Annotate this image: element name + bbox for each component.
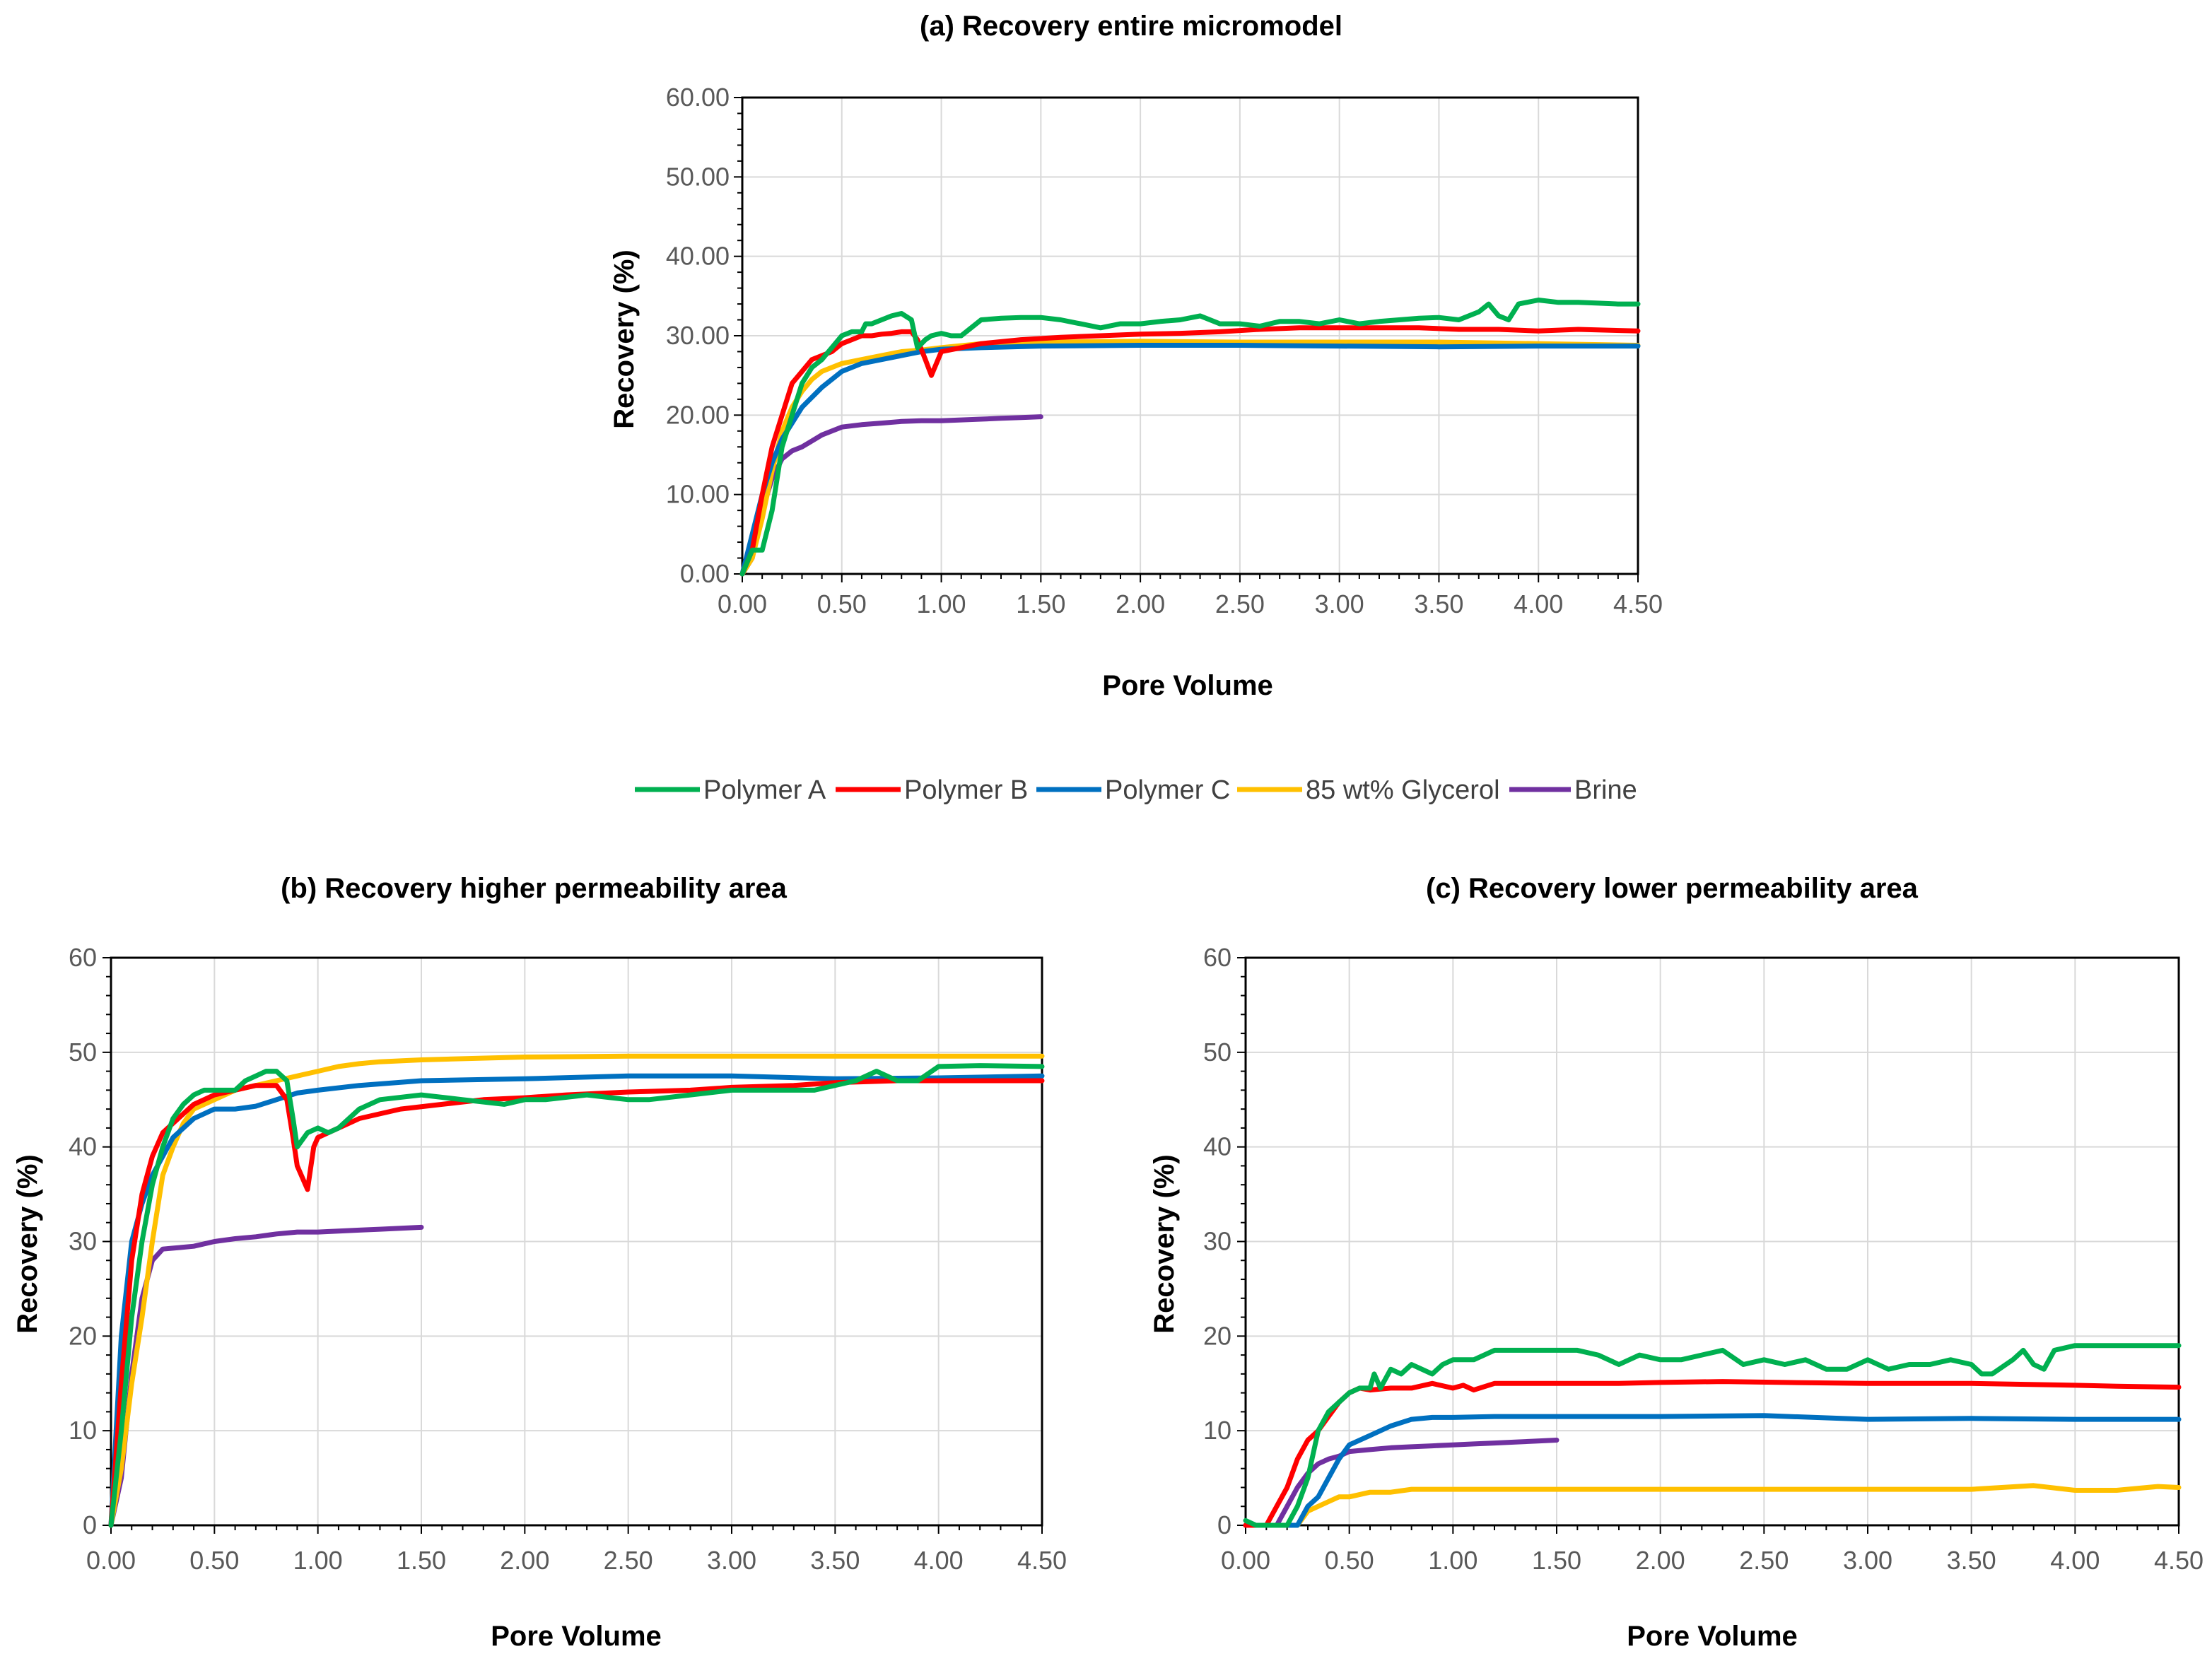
chart-c-x-tick-label: 3.00 bbox=[1843, 1546, 1892, 1575]
chart-a-x-tick-label: 2.50 bbox=[1215, 589, 1265, 618]
chart-c-lower-permeability: (c) Recovery lower permeability area 0.0… bbox=[1149, 873, 2204, 1652]
chart-b-y-tick-label: 40 bbox=[69, 1132, 97, 1161]
chart-a-xlabel: Pore Volume bbox=[1102, 670, 1273, 701]
chart-c-x-tick-label: 2.00 bbox=[1636, 1546, 1685, 1575]
chart-b-x-tick-label: 4.50 bbox=[1017, 1546, 1067, 1575]
chart-a-y-tick-label: 20.00 bbox=[666, 400, 730, 429]
chart-c-y-tick-label: 50 bbox=[1203, 1038, 1231, 1067]
chart-b-y-tick-label: 30 bbox=[69, 1227, 97, 1256]
chart-a-y-tick-label: 30.00 bbox=[666, 321, 730, 350]
legend: Polymer A Polymer B Polymer C 85 wt% Gly… bbox=[635, 775, 1637, 805]
legend-label-polymer-c: Polymer C bbox=[1105, 775, 1230, 805]
chart-b-x-tick-label: 1.00 bbox=[293, 1546, 343, 1575]
legend-item-polymer-b: Polymer B bbox=[836, 775, 1028, 805]
chart-c-y-tick-label: 60 bbox=[1203, 943, 1231, 972]
chart-b-x-tick-label: 2.00 bbox=[500, 1546, 549, 1575]
chart-a-y-tick-label: 60.00 bbox=[666, 83, 730, 112]
chart-c-series-polymer-b bbox=[1243, 1379, 2182, 1528]
legend-item-brine: Brine bbox=[1509, 775, 1637, 805]
chart-c-y-tick-label: 30 bbox=[1203, 1227, 1231, 1256]
chart-a-x-tick-label: 0.50 bbox=[817, 589, 867, 618]
chart-b-x-tick-label: 2.50 bbox=[604, 1546, 653, 1575]
chart-a-series-85-wt-glycerol bbox=[739, 339, 1641, 577]
chart-c-x-tick-label: 4.50 bbox=[2154, 1546, 2204, 1575]
chart-b-series-brine bbox=[108, 1224, 424, 1528]
chart-c-series-polymer-c bbox=[1243, 1413, 2182, 1528]
chart-a-y-tick-label: 0.00 bbox=[680, 559, 730, 588]
chart-a-series-polymer-b bbox=[739, 325, 1641, 577]
chart-b-title: (b) Recovery higher permeability area bbox=[281, 873, 788, 904]
chart-c-x-tick-label: 0.50 bbox=[1325, 1546, 1374, 1575]
chart-b-x-tick-label: 3.50 bbox=[810, 1546, 860, 1575]
chart-b-y-tick-label: 60 bbox=[69, 943, 97, 972]
chart-c-series-85-wt-glycerol bbox=[1243, 1483, 2182, 1528]
chart-b-y-tick-label: 0 bbox=[83, 1510, 97, 1539]
chart-b-y-tick-label: 50 bbox=[69, 1038, 97, 1067]
chart-c-y-tick-label: 40 bbox=[1203, 1132, 1231, 1161]
legend-label-brine: Brine bbox=[1574, 775, 1637, 805]
chart-a-x-tick-label: 1.00 bbox=[917, 589, 966, 618]
chart-a-x-tick-label: 3.50 bbox=[1414, 589, 1463, 618]
chart-a-x-tick-label: 2.00 bbox=[1116, 589, 1165, 618]
chart-b-ylabel: Recovery (%) bbox=[12, 1154, 43, 1333]
chart-c-x-tick-label: 0.00 bbox=[1221, 1546, 1270, 1575]
legend-label-glycerol: 85 wt% Glycerol bbox=[1306, 775, 1500, 805]
chart-a-y-tick-label: 40.00 bbox=[666, 242, 730, 271]
chart-a-ylabel: Recovery (%) bbox=[609, 250, 640, 428]
chart-a-y-tick-label: 50.00 bbox=[666, 162, 730, 191]
chart-b-y-tick-label: 20 bbox=[69, 1321, 97, 1350]
chart-b-x-tick-label: 1.50 bbox=[397, 1546, 446, 1575]
chart-c-series-brine bbox=[1243, 1438, 1559, 1528]
chart-b-y-tick-label: 10 bbox=[69, 1416, 97, 1445]
chart-a-y-tick-label: 10.00 bbox=[666, 480, 730, 509]
chart-c-xlabel: Pore Volume bbox=[1627, 1621, 1798, 1652]
chart-b-higher-permeability: (b) Recovery higher permeability area 0.… bbox=[12, 873, 1067, 1652]
chart-c-y-tick-label: 10 bbox=[1203, 1416, 1231, 1445]
legend-item-polymer-c: Polymer C bbox=[1036, 775, 1230, 805]
chart-a-series-brine bbox=[739, 414, 1043, 577]
chart-c-x-tick-label: 1.00 bbox=[1428, 1546, 1477, 1575]
chart-c-title: (c) Recovery lower permeability area bbox=[1426, 873, 1919, 904]
chart-b-x-tick-label: 3.00 bbox=[707, 1546, 756, 1575]
legend-item-glycerol: 85 wt% Glycerol bbox=[1237, 775, 1500, 805]
chart-a-x-tick-label: 1.50 bbox=[1016, 589, 1065, 618]
chart-b-series-polymer-a bbox=[108, 1063, 1045, 1528]
chart-b-series-polymer-c bbox=[108, 1073, 1045, 1528]
chart-b-x-tick-label: 0.50 bbox=[189, 1546, 239, 1575]
chart-c-x-tick-label: 3.50 bbox=[1947, 1546, 1996, 1575]
chart-a-series-polymer-c bbox=[739, 343, 1641, 577]
chart-c-series-polymer-a bbox=[1243, 1343, 2182, 1528]
chart-c-x-tick-label: 1.50 bbox=[1532, 1546, 1581, 1575]
chart-b-xlabel: Pore Volume bbox=[491, 1621, 662, 1652]
legend-label-polymer-b: Polymer B bbox=[904, 775, 1028, 805]
chart-a-x-tick-label: 3.00 bbox=[1315, 589, 1364, 618]
chart-a-x-tick-label: 4.50 bbox=[1613, 589, 1663, 618]
chart-b-series-85-wt-glycerol bbox=[108, 1053, 1045, 1528]
chart-c-x-tick-label: 4.00 bbox=[2050, 1546, 2100, 1575]
chart-a-entire-micromodel: (a) Recovery entire micromodel 0.00 0.50 1… bbox=[609, 11, 1663, 701]
chart-c-ylabel: Recovery (%) bbox=[1149, 1154, 1180, 1333]
chart-b-x-tick-label: 0.00 bbox=[86, 1546, 136, 1575]
chart-c-x-tick-label: 2.50 bbox=[1739, 1546, 1789, 1575]
chart-a-title: (a) Recovery entire micromodel bbox=[920, 11, 1342, 42]
legend-item-polymer-a: Polymer A bbox=[635, 775, 826, 805]
chart-a-x-tick-label: 0.00 bbox=[718, 589, 767, 618]
chart-c-y-tick-label: 20 bbox=[1203, 1321, 1231, 1350]
legend-label-polymer-a: Polymer A bbox=[703, 775, 826, 805]
chart-a-x-tick-label: 4.00 bbox=[1514, 589, 1563, 618]
chart-a-series-polymer-a bbox=[739, 298, 1641, 577]
chart-b-x-tick-label: 4.00 bbox=[914, 1546, 964, 1575]
chart-c-y-tick-label: 0 bbox=[1217, 1510, 1231, 1539]
